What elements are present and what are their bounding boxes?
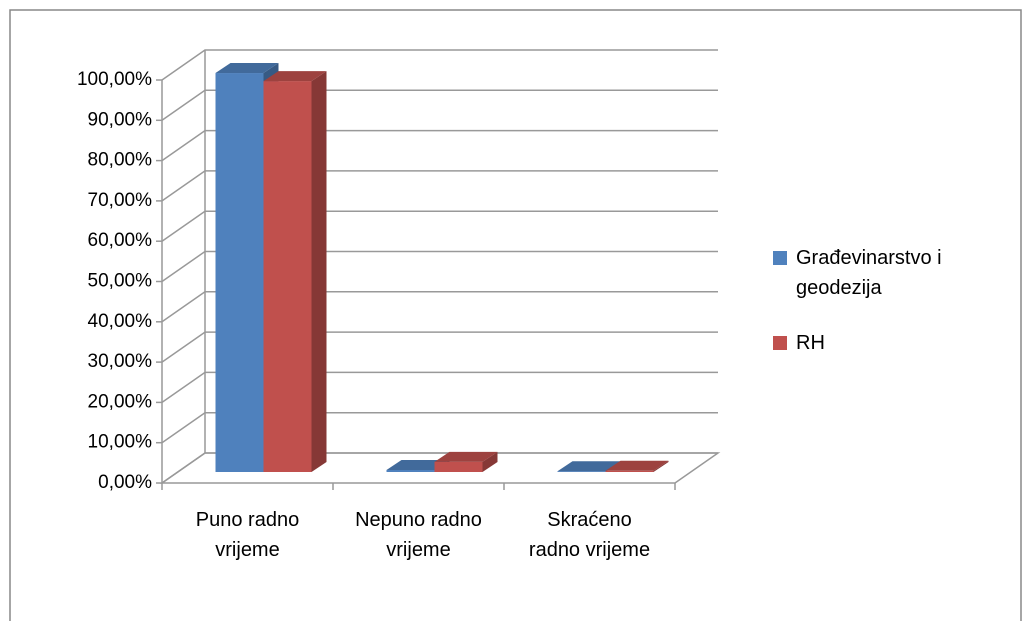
- legend-label: RH: [796, 332, 825, 354]
- y-tick-label: 0,00%: [98, 472, 152, 493]
- bar: [434, 451, 498, 472]
- bar: [263, 71, 327, 472]
- y-tick-label: 100,00%: [77, 69, 152, 90]
- bar-front: [386, 469, 435, 472]
- y-tick-label: 20,00%: [88, 391, 153, 412]
- bar-front: [557, 471, 606, 472]
- legend-swatch: [773, 251, 787, 265]
- bar-front: [605, 470, 654, 472]
- bar-top: [557, 461, 621, 472]
- x-tick-label: Skraćeno radno vrijeme: [528, 509, 651, 561]
- legend-label: Građevinarstvo i geodezija: [796, 247, 942, 299]
- bar-side: [482, 451, 498, 472]
- bar-front: [263, 81, 312, 472]
- y-tick-label: 60,00%: [88, 230, 153, 251]
- y-tick-label: 50,00%: [88, 271, 153, 292]
- bar-top: [215, 63, 279, 74]
- y-tick-label: 90,00%: [88, 109, 153, 130]
- y-tick-label: 80,00%: [88, 150, 153, 171]
- bar-top: [605, 460, 669, 471]
- bar: [605, 460, 669, 472]
- chart-frame: [9, 9, 1022, 621]
- y-tick-label: 40,00%: [88, 311, 153, 332]
- bar-front: [434, 461, 483, 472]
- y-tick-label: 10,00%: [88, 432, 153, 453]
- y-tick-label: 70,00%: [88, 190, 153, 211]
- x-tick-label: Nepuno radno vrijeme: [355, 509, 482, 561]
- bar-top: [386, 459, 450, 470]
- x-tick-label: Puno radno vrijeme: [195, 509, 300, 561]
- bar-side: [653, 460, 669, 472]
- legend-swatch: [773, 336, 787, 350]
- bar-side: [311, 71, 327, 472]
- bar-top: [263, 71, 327, 82]
- y-tick-label: 30,00%: [88, 351, 153, 372]
- bar-top: [434, 451, 498, 462]
- bar-front: [215, 73, 264, 472]
